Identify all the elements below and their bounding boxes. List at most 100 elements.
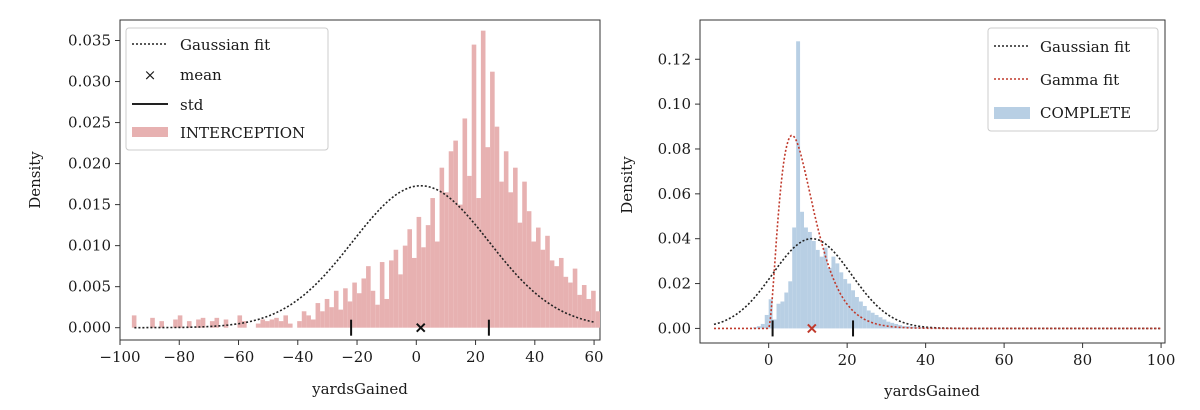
left-bar: [320, 311, 325, 328]
left-bar: [499, 181, 504, 328]
left-y-tick-label: 0.025: [68, 114, 111, 132]
left-bar: [186, 321, 192, 328]
right-bar: [819, 256, 824, 329]
left-bar: [595, 311, 600, 328]
left-bar: [356, 293, 362, 328]
right-bar: [803, 227, 808, 329]
right-bar: [784, 292, 789, 329]
right-bar: [882, 319, 887, 329]
left-y-tick-label: 0.030: [68, 73, 111, 91]
left-bar: [223, 319, 229, 328]
right-bar: [811, 240, 816, 329]
left-gaussian-fit-curve: [134, 184, 596, 329]
right-histogram-bars: [752, 41, 985, 329]
left-bar: [490, 71, 495, 328]
right-bar: [851, 290, 855, 329]
left-bar: [586, 298, 592, 328]
right-y-axis-label: Density: [618, 156, 636, 214]
right-bar: [858, 301, 863, 329]
right-x-tick-label: 20: [838, 351, 857, 369]
left-bar: [315, 303, 321, 328]
left-bar: [131, 315, 137, 328]
left-bar: [444, 192, 449, 328]
left-bar: [540, 249, 546, 328]
right-bar: [796, 41, 801, 329]
left-bar: [196, 319, 201, 328]
left-bar: [545, 235, 550, 328]
right-bar: [890, 322, 895, 329]
left-legend-interception-label: INTERCEPTION: [180, 124, 305, 142]
right-bar: [894, 323, 899, 329]
left-bar: [310, 319, 316, 328]
left-bar: [389, 260, 394, 328]
left-bar: [333, 290, 339, 328]
left-y-tick-label: 0.010: [68, 237, 111, 255]
left-bar: [361, 278, 367, 328]
left-bar: [531, 241, 536, 328]
left-legend-box: [125, 27, 329, 151]
right-bar: [760, 323, 765, 329]
left-x-tick-label: −100: [99, 348, 140, 366]
left-bar: [568, 282, 573, 328]
left-bar: [347, 301, 353, 328]
left-bar: [159, 321, 164, 328]
left-bar: [526, 211, 532, 328]
left-legend-gaussian-label: Gaussian fit: [180, 36, 270, 54]
right-chart: 0 20 40 60 80 100 0.00 0.02 0.04 0.06 0.08 0.10 0.1…: [618, 19, 1175, 400]
left-bar: [214, 317, 220, 328]
left-bar: [421, 247, 426, 328]
right-bar: [835, 263, 840, 329]
right-bar: [772, 319, 777, 329]
left-bar: [283, 315, 288, 328]
left-bar: [177, 315, 183, 328]
right-bar: [843, 279, 848, 329]
right-bar: [764, 314, 769, 329]
right-bar: [870, 312, 875, 329]
right-bar: [788, 281, 793, 329]
left-x-tick-label: 20: [466, 348, 485, 366]
right-bar: [776, 303, 781, 329]
right-y-tick-label: 0.04: [658, 230, 691, 248]
left-x-tick-label: 0: [412, 348, 422, 366]
left-bar: [416, 216, 422, 328]
right-y-axis-ticks: 0.00 0.02 0.04 0.06 0.08 0.10 0.12: [658, 50, 700, 337]
left-bar: [462, 118, 468, 328]
right-x-tick-label: 0: [764, 351, 774, 369]
left-bar: [366, 266, 371, 328]
left-bar: [393, 249, 399, 328]
left-bar: [237, 315, 243, 328]
right-x-tick-label: 40: [916, 351, 935, 369]
left-bar: [480, 30, 486, 328]
left-bar: [338, 309, 344, 328]
left-bar: [324, 298, 330, 328]
left-bar: [173, 319, 178, 328]
right-y-tick-label: 0.02: [658, 275, 691, 293]
right-x-axis-label: yardsGained: [883, 382, 980, 400]
left-y-tick-label: 0.015: [68, 196, 111, 214]
left-bar: [485, 147, 491, 328]
right-bar: [878, 317, 883, 329]
right-legend-complete-swatch: [994, 107, 1030, 119]
left-bar: [467, 175, 472, 328]
left-bar: [278, 321, 284, 328]
left-x-axis-ticks: −100 −80 −60 −40 −20 0 20 40 60: [99, 340, 604, 366]
left-bar: [150, 317, 155, 328]
right-legend: Gaussian fit Gamma fit COMPLETE: [987, 27, 1159, 132]
left-y-tick-label: 0.020: [68, 155, 111, 173]
left-y-tick-label: 0.035: [68, 32, 111, 50]
left-bar: [269, 319, 275, 328]
left-y-axis-label: Density: [26, 151, 44, 209]
left-y-tick-label: 0.000: [68, 319, 111, 337]
right-bar: [780, 301, 785, 329]
left-bar: [453, 140, 458, 328]
left-bar: [274, 317, 279, 328]
right-y-tick-label: 0.00: [658, 319, 691, 337]
left-bar: [260, 319, 266, 328]
left-bar: [375, 304, 380, 328]
right-bar: [831, 256, 836, 329]
left-x-tick-label: −20: [341, 348, 373, 366]
left-bar: [448, 151, 454, 328]
left-legend-interception-swatch: [132, 127, 168, 137]
right-stat-markers: [771, 320, 855, 337]
